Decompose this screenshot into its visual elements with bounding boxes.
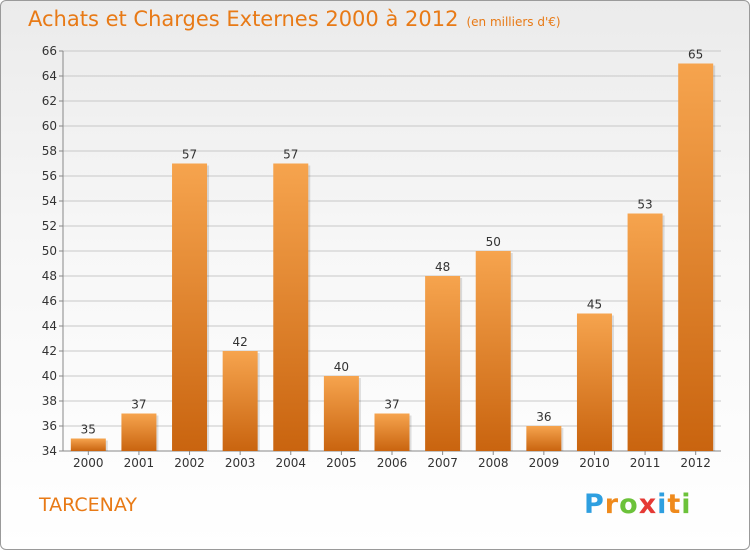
bar: [273, 163, 309, 451]
bar: [323, 376, 359, 451]
data-label: 40: [334, 360, 349, 374]
y-tick-label: 48: [42, 269, 57, 283]
data-label: 57: [283, 148, 298, 162]
data-label: 37: [384, 398, 399, 412]
title-text: Achats et Charges Externes 2000 à 2012: [28, 7, 459, 31]
data-labels: 35 37 57 42 57 40 37 48 50 36 45 53 65: [81, 48, 704, 437]
logo-letter: t: [667, 489, 682, 520]
y-tick-label: 42: [42, 344, 57, 358]
data-label: 36: [536, 410, 551, 424]
y-tick-label: 66: [42, 44, 57, 58]
y-tick-label: 46: [42, 294, 57, 308]
logo-letter: o: [619, 489, 639, 520]
bars: [70, 63, 716, 451]
y-tick-label: 62: [42, 94, 57, 108]
x-tick-label: 2006: [377, 456, 408, 470]
x-tick-label: 2009: [529, 456, 560, 470]
bar: [222, 351, 258, 451]
x-tick-label: 2005: [326, 456, 357, 470]
bar: [576, 313, 612, 451]
bar: [678, 63, 714, 451]
chart-title: Achats et Charges Externes 2000 à 2012 (e…: [28, 7, 561, 31]
y-tick-label: 40: [42, 369, 57, 383]
x-tick-label: 2004: [275, 456, 306, 470]
x-axis-ticks: 2000 2001 2002 2003 2004 2005 2006 2007 2008 2009…: [73, 451, 711, 470]
logo-letter: i: [657, 489, 668, 520]
bar: [70, 438, 106, 451]
x-tick-label: 2011: [630, 456, 661, 470]
unit-label: (en milliers d'€): [466, 15, 561, 29]
x-tick-label: 2008: [478, 456, 509, 470]
data-label: 53: [637, 198, 652, 212]
x-tick-label: 2003: [225, 456, 256, 470]
y-tick-label: 44: [42, 319, 57, 333]
y-tick-label: 58: [42, 144, 57, 158]
y-tick-label: 54: [42, 194, 57, 208]
bar: [526, 426, 562, 451]
bar: [425, 276, 461, 451]
x-tick-label: 2000: [73, 456, 104, 470]
data-label: 42: [233, 335, 248, 349]
x-tick-label: 2002: [174, 456, 205, 470]
x-tick-label: 2001: [124, 456, 155, 470]
y-axis-ticks: 34 36 38 40 42 44 46 48 50 52 54 56 58 60 62 64 66: [42, 44, 63, 458]
bar: [121, 413, 157, 451]
data-label: 37: [131, 398, 146, 412]
y-tick-label: 64: [42, 69, 57, 83]
logo-letter: r: [604, 489, 620, 520]
bar: [172, 163, 208, 451]
grid-lines: [62, 50, 721, 452]
y-tick-label: 38: [42, 394, 57, 408]
proxiti-logo[interactable]: Proxiti: [584, 489, 692, 520]
data-label: 35: [81, 423, 96, 437]
data-label: 50: [486, 235, 501, 249]
logo-letter: x: [638, 489, 658, 520]
bar: [374, 413, 410, 451]
logo-letter: P: [584, 489, 605, 520]
y-tick-label: 34: [42, 444, 57, 458]
data-label: 48: [435, 260, 450, 274]
y-tick-label: 50: [42, 244, 57, 258]
commune-name: TARCENAY: [39, 494, 137, 516]
logo-letter: i: [681, 489, 692, 520]
data-label: 57: [182, 148, 197, 162]
x-tick-label: 2007: [427, 456, 458, 470]
x-tick-label: 2012: [680, 456, 711, 470]
y-tick-label: 52: [42, 219, 57, 233]
bar: [475, 251, 511, 451]
x-tick-label: 2010: [579, 456, 610, 470]
y-tick-label: 60: [42, 119, 57, 133]
y-tick-label: 36: [42, 419, 57, 433]
data-label: 65: [688, 48, 703, 62]
bar: [627, 213, 663, 451]
data-label: 45: [587, 298, 602, 312]
y-tick-label: 56: [42, 169, 57, 183]
